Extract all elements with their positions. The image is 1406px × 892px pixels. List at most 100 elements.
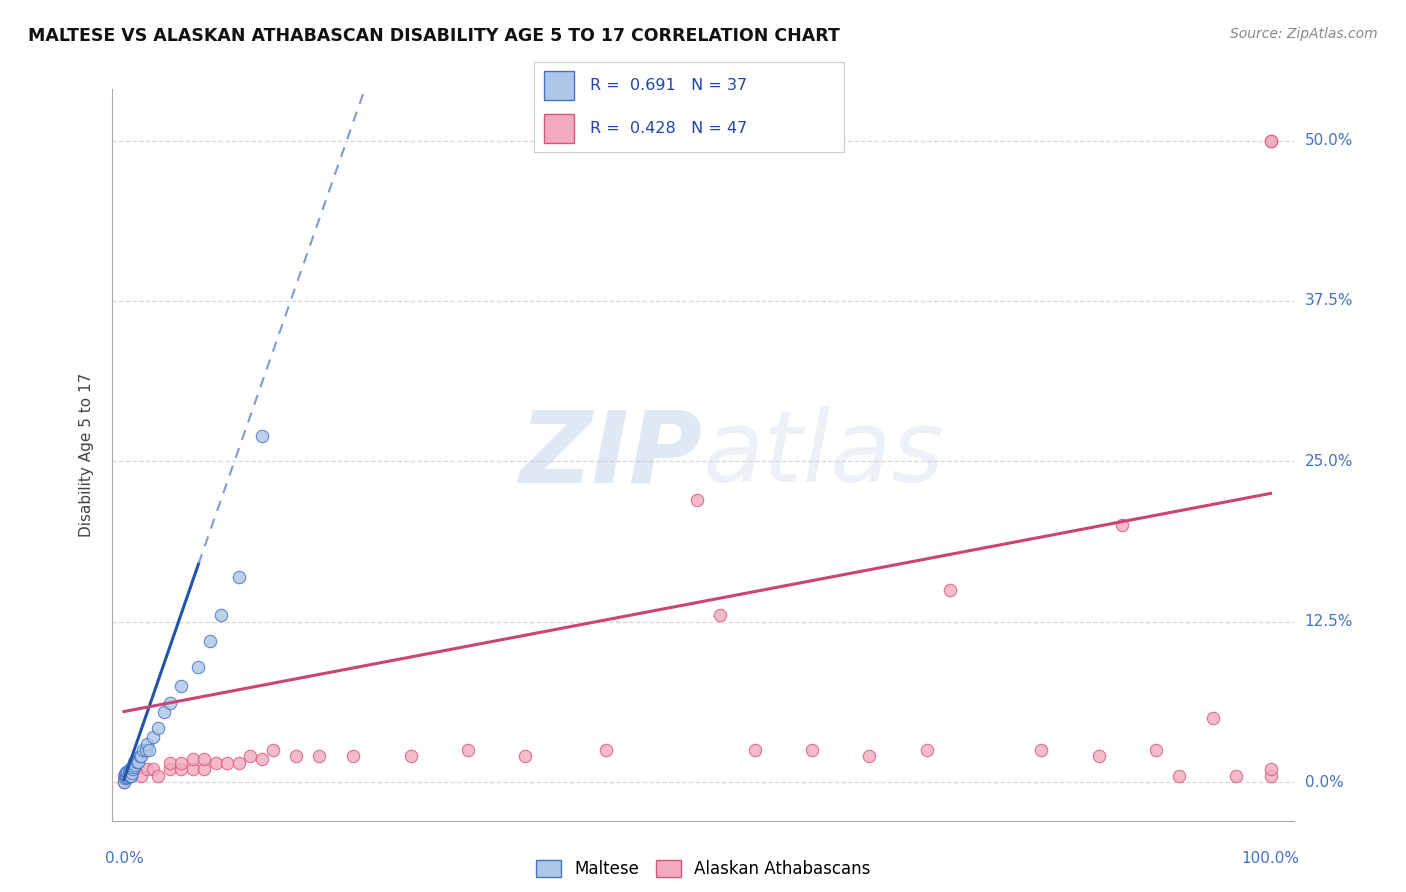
Point (120, 769, 142, 783)
Legend: Maltese, Alaskan Athabascans: Maltese, Alaskan Athabascans (536, 860, 870, 878)
Point (342, 749, 364, 764)
Text: 100.0%: 100.0% (1241, 851, 1299, 866)
Point (709, 608, 731, 623)
Point (595, 743, 617, 757)
Point (193, 762, 215, 776)
Point (858, 749, 880, 764)
Point (115, 770, 138, 784)
Point (228, 756, 250, 770)
Point (117, 770, 139, 784)
Point (181, 752, 204, 766)
Point (159, 762, 181, 776)
Point (1202, 711, 1225, 725)
Y-axis label: Disability Age 5 to 17: Disability Age 5 to 17 (79, 373, 94, 537)
Point (1260, 134, 1282, 148)
Point (124, 758, 146, 772)
Point (129, 749, 152, 764)
Point (1260, 769, 1282, 783)
Point (250, 752, 273, 766)
Point (170, 679, 193, 693)
Point (457, 743, 479, 757)
Point (118, 769, 141, 783)
Point (1225, 769, 1247, 783)
Point (125, 755, 148, 769)
Point (129, 769, 152, 783)
Point (1167, 769, 1189, 783)
Text: ZIP: ZIP (520, 407, 703, 503)
Text: 37.5%: 37.5% (1305, 293, 1353, 309)
Point (122, 760, 145, 774)
Point (1260, 762, 1282, 776)
Point (228, 570, 250, 584)
Text: 50.0%: 50.0% (1305, 133, 1353, 148)
Point (118, 769, 141, 783)
Point (138, 743, 160, 757)
Point (250, 428, 273, 442)
Point (122, 755, 145, 769)
Point (117, 764, 139, 778)
Point (204, 756, 226, 770)
Point (121, 766, 143, 780)
Point (686, 492, 709, 507)
Point (181, 762, 204, 776)
Point (1144, 743, 1167, 757)
Point (142, 730, 165, 744)
Point (1031, 743, 1053, 757)
Text: 0.0%: 0.0% (1305, 774, 1343, 789)
Point (153, 705, 176, 719)
Point (112, 769, 135, 783)
Point (121, 760, 143, 774)
Point (132, 743, 155, 757)
Text: 0.0%: 0.0% (104, 851, 143, 866)
Text: 12.5%: 12.5% (1305, 615, 1353, 629)
Point (198, 634, 221, 648)
Text: R =  0.691   N = 37: R = 0.691 N = 37 (591, 78, 747, 93)
Point (159, 696, 181, 710)
Point (135, 743, 157, 757)
Point (209, 608, 232, 623)
Point (1087, 749, 1109, 764)
Point (129, 749, 152, 764)
Point (112, 775, 135, 789)
Point (744, 743, 766, 757)
Point (187, 659, 209, 673)
Point (127, 755, 149, 769)
Text: atlas: atlas (703, 407, 945, 503)
Point (115, 764, 138, 779)
Point (118, 762, 141, 776)
Point (170, 762, 193, 776)
Point (239, 749, 262, 764)
Point (915, 743, 938, 757)
Point (193, 752, 215, 766)
Point (217, 756, 239, 770)
Point (148, 769, 170, 783)
Point (112, 775, 135, 789)
Point (148, 721, 170, 735)
Point (515, 749, 537, 764)
Text: R =  0.428   N = 47: R = 0.428 N = 47 (591, 121, 747, 136)
Point (114, 767, 136, 781)
Point (114, 772, 136, 786)
Point (308, 749, 330, 764)
Point (124, 762, 146, 776)
Point (262, 743, 284, 757)
Text: 25.0%: 25.0% (1305, 454, 1353, 469)
Point (1111, 518, 1133, 533)
Point (800, 743, 823, 757)
Point (1260, 134, 1282, 148)
Point (399, 749, 422, 764)
Point (142, 762, 165, 776)
Text: Source: ZipAtlas.com: Source: ZipAtlas.com (1230, 27, 1378, 41)
Text: MALTESE VS ALASKAN ATHABASCAN DISABILITY AGE 5 TO 17 CORRELATION CHART: MALTESE VS ALASKAN ATHABASCAN DISABILITY… (28, 27, 839, 45)
Bar (544, 114, 575, 143)
Point (117, 764, 139, 779)
Point (120, 762, 142, 776)
Point (122, 762, 145, 776)
Point (284, 749, 307, 764)
Point (135, 762, 157, 776)
Point (170, 756, 193, 770)
Point (135, 737, 157, 751)
Bar (544, 71, 575, 100)
Point (938, 582, 960, 597)
Point (159, 756, 181, 770)
